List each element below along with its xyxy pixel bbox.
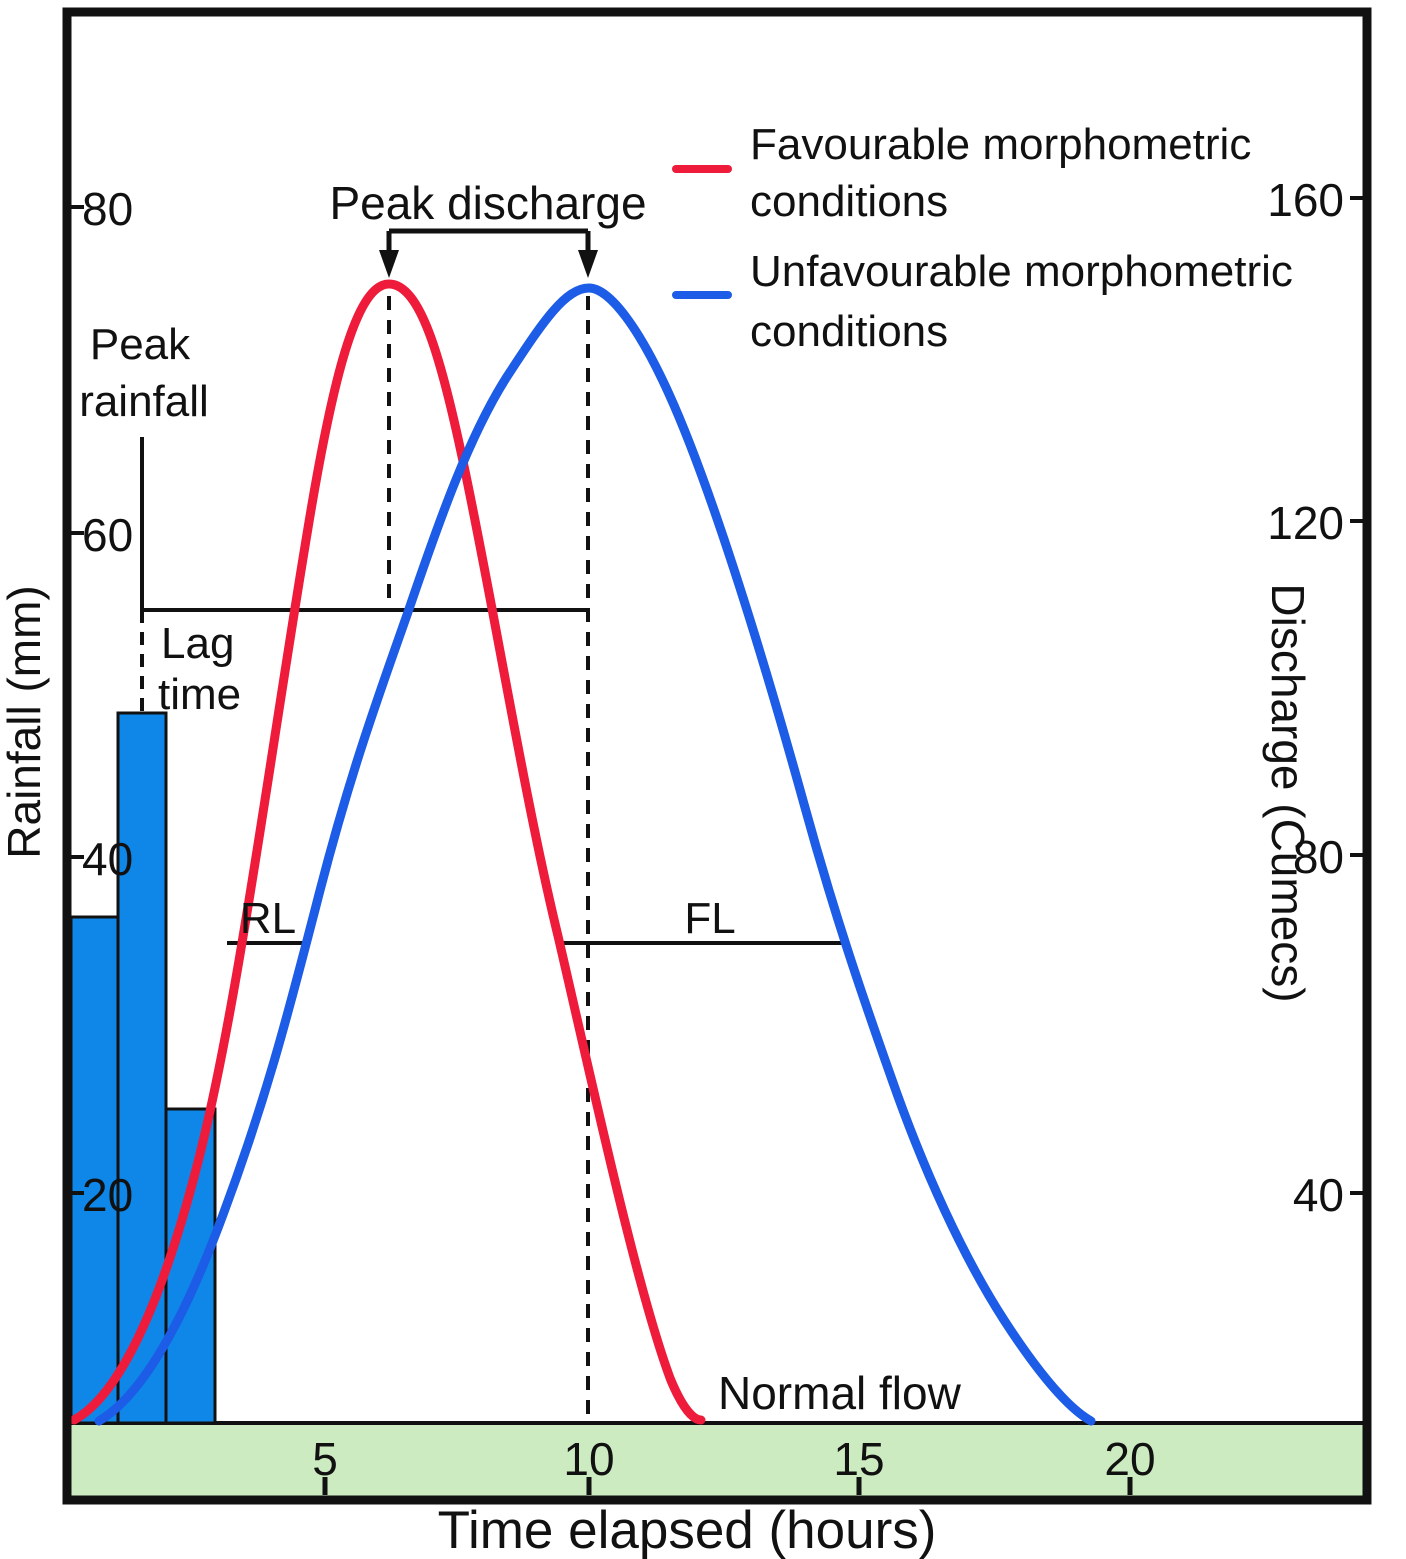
- right-axis-title: Discharge (Cumecs): [1262, 583, 1314, 1002]
- unfavourable-curve: [94, 283, 1096, 1426]
- rainfall-bars: [69, 711, 217, 1425]
- down-arrow-icon: [578, 250, 598, 278]
- normal-flow-band: [71, 1424, 1363, 1496]
- legend-unfavourable-label-line1: Unfavourable morphometric: [750, 247, 1293, 296]
- peak-rainfall-label-line2: rainfall: [79, 377, 209, 426]
- legend-favourable-label-line2: conditions: [750, 177, 948, 226]
- lag-time-label-line2: time: [158, 670, 241, 719]
- normal-flow-label: Normal flow: [718, 1367, 962, 1419]
- legend-unfavourable-label-line2: conditions: [750, 307, 948, 356]
- right-axis-tick-labels: 160 120 80 40: [1267, 174, 1344, 1221]
- plot-border: [62, 7, 1372, 1505]
- left-axis-tick-labels: 80 60 40 20: [82, 183, 133, 1221]
- axis-ticks: [67, 196, 1367, 1495]
- left-tick-label-40: 40: [82, 833, 133, 885]
- legend-favourable-label-line1: Favourable morphometric: [750, 120, 1251, 169]
- falling-limb-label: FL: [684, 894, 735, 943]
- bottom-tick-label-20: 20: [1104, 1433, 1155, 1485]
- annotation-labels: Peak discharge Peak rainfall Lag time RL…: [79, 177, 961, 1419]
- right-tick-label-80: 80: [1293, 831, 1344, 883]
- peak-discharge-bracket: [379, 228, 598, 278]
- left-tick-label-80: 80: [82, 183, 133, 235]
- bottom-axis-tick-labels: 5 10 15 20: [312, 1433, 1155, 1485]
- bottom-tick-label-5: 5: [312, 1433, 338, 1485]
- favourable-curve: [69, 279, 706, 1425]
- bottom-tick-label-15: 15: [833, 1433, 884, 1485]
- right-tick-label-40: 40: [1293, 1169, 1344, 1221]
- peak-rainfall-label-line1: Peak: [90, 320, 191, 369]
- left-axis-title: Rainfall (mm): [0, 585, 50, 858]
- left-tick-label-20: 20: [82, 1169, 133, 1221]
- rising-limb-label: RL: [240, 894, 296, 943]
- right-tick-label-160: 160: [1267, 174, 1344, 226]
- down-arrow-icon: [379, 250, 399, 278]
- lag-time-label-line1: Lag: [161, 619, 234, 668]
- right-tick-label-120: 120: [1267, 497, 1344, 549]
- legend: Favourable morphometric conditions Unfav…: [672, 120, 1293, 356]
- left-tick-label-60: 60: [82, 509, 133, 561]
- rainfall-bar-hour1: [69, 915, 120, 1425]
- rainfall-bar-hour2: [116, 711, 168, 1425]
- x-axis-title: Time elapsed (hours): [438, 1501, 937, 1559]
- bottom-tick-label-10: 10: [563, 1433, 614, 1485]
- peak-discharge-label: Peak discharge: [329, 177, 646, 229]
